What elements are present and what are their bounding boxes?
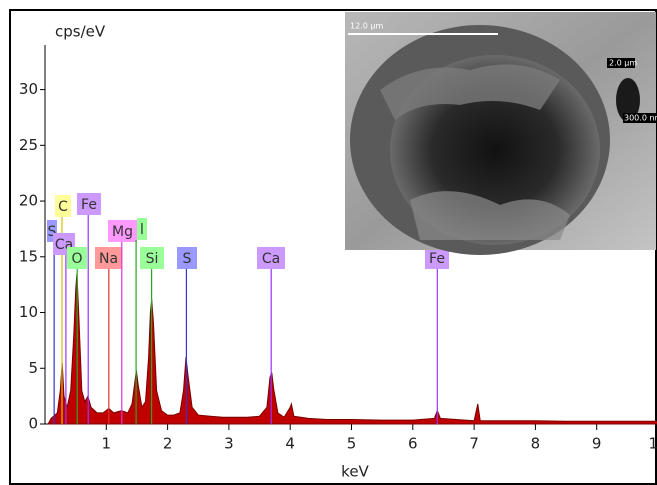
y-tick-label: 5 xyxy=(28,359,38,377)
inset-debris xyxy=(410,191,570,240)
element-label: Na xyxy=(99,251,118,267)
element-box xyxy=(77,193,101,215)
x-tick-label: 6 xyxy=(408,435,418,453)
element-box xyxy=(257,247,285,269)
element-label: Si xyxy=(146,251,159,267)
element-box xyxy=(47,220,57,242)
x-axis-label: keV xyxy=(341,463,369,481)
plot-area: 05101520253012345678910CFeSCaONaMglSiSCa… xyxy=(19,45,657,453)
y-tick-label: 0 xyxy=(28,415,38,433)
y-tick-label: 15 xyxy=(19,247,38,265)
x-tick-label: 9 xyxy=(592,435,602,453)
x-tick-label: 2 xyxy=(163,435,173,453)
element-box xyxy=(95,247,122,269)
scale-label: 300.0 nm xyxy=(624,114,657,123)
scale-label: 2.0 µm xyxy=(609,59,637,68)
x-tick-label: 8 xyxy=(531,435,541,453)
inset-pore xyxy=(616,78,640,122)
scale-box xyxy=(607,58,635,68)
y-tick-label: 10 xyxy=(19,303,38,321)
sem-inset: 12.0 µm 2.0 µm 300.0 nm xyxy=(345,12,657,255)
x-tick-label: 10 xyxy=(648,435,657,453)
element-label: Fe xyxy=(429,251,445,267)
scale-label: 12.0 µm xyxy=(350,22,383,31)
element-box xyxy=(425,247,449,269)
element-label: S xyxy=(48,224,57,240)
x-tick-label: 1 xyxy=(102,435,112,453)
element-label: Mg xyxy=(112,224,133,240)
x-tick-label: 3 xyxy=(224,435,234,453)
x-tick-label: 4 xyxy=(285,435,295,453)
scale-box xyxy=(623,113,656,123)
element-label: Ca xyxy=(262,251,280,267)
element-box xyxy=(177,247,197,269)
x-tick-label: 5 xyxy=(347,435,357,453)
element-box xyxy=(67,247,87,269)
element-label: S xyxy=(183,251,192,267)
element-label: C xyxy=(58,199,68,215)
element-box xyxy=(108,220,137,242)
element-label: O xyxy=(71,251,82,267)
y-tick-label: 25 xyxy=(19,136,38,154)
element-box xyxy=(55,195,71,217)
x-tick-label: 7 xyxy=(469,435,479,453)
y-axis-label: cps/eV xyxy=(55,23,106,41)
y-tick-label: 30 xyxy=(19,80,38,98)
element-box xyxy=(140,247,164,269)
element-box xyxy=(137,218,147,240)
element-label: l xyxy=(140,222,144,238)
inset-debris xyxy=(380,64,560,120)
y-tick-label: 20 xyxy=(19,192,38,210)
element-label: Fe xyxy=(81,197,97,213)
